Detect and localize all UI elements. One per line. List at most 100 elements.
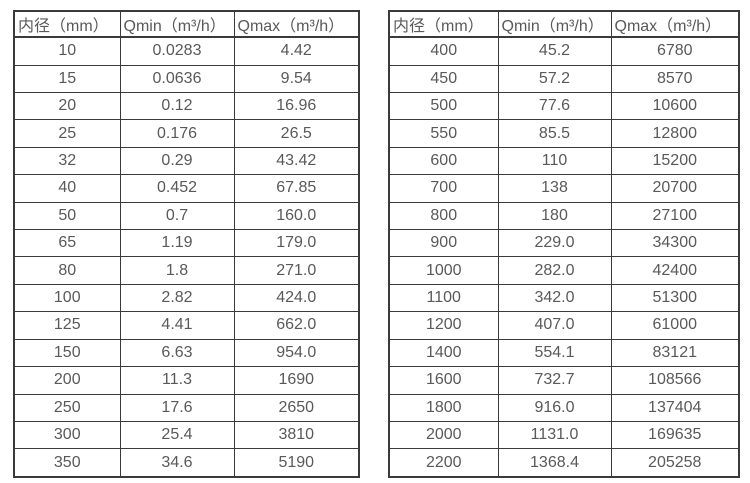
header-inner-diameter: 内径（mm） bbox=[388, 10, 499, 38]
table-cell: 61000 bbox=[610, 311, 740, 340]
table-cell: 1690 bbox=[233, 366, 360, 395]
table-row: 250 17.6 2650 bbox=[13, 393, 360, 422]
table-row: 50 0.7 160.0 bbox=[13, 201, 360, 231]
table-cell: 4.41 bbox=[119, 311, 235, 340]
table-cell: 150 bbox=[13, 338, 121, 368]
table-row: 40 0.452 67.85 bbox=[13, 174, 360, 203]
table-cell: 3810 bbox=[233, 420, 360, 450]
table-row: 20 0.12 16.96 bbox=[13, 92, 360, 121]
table-cell: 34300 bbox=[610, 229, 740, 258]
table-cell: 916.0 bbox=[497, 393, 612, 422]
table-row: 700 138 20700 bbox=[388, 174, 740, 203]
table-cell: 229.0 bbox=[497, 229, 612, 258]
table-cell: 900 bbox=[388, 229, 499, 258]
table-cell: 160.0 bbox=[233, 201, 360, 231]
table-cell: 0.12 bbox=[119, 92, 235, 121]
table-cell: 125 bbox=[13, 311, 121, 340]
table-cell: 6780 bbox=[610, 36, 740, 66]
table-row: 550 85.5 12800 bbox=[388, 119, 740, 148]
table-cell: 1000 bbox=[388, 256, 499, 285]
table-cell: 50 bbox=[13, 201, 121, 231]
table-cell: 5190 bbox=[233, 448, 360, 478]
header-qmin: Qmin（m³/h） bbox=[119, 10, 235, 38]
table-row: 125 4.41 662.0 bbox=[13, 311, 360, 340]
table-cell: 2.82 bbox=[119, 283, 235, 313]
table-cell: 67.85 bbox=[233, 174, 360, 203]
table-cell: 9.54 bbox=[233, 64, 360, 94]
table-cell: 12800 bbox=[610, 119, 740, 148]
table-row: 400 45.2 6780 bbox=[388, 36, 740, 66]
table-cell: 169635 bbox=[610, 420, 740, 450]
table-cell: 20700 bbox=[610, 174, 740, 203]
table-cell: 20 bbox=[13, 92, 121, 121]
table-row: 100 2.82 424.0 bbox=[13, 283, 360, 313]
table-cell: 11.3 bbox=[119, 366, 235, 395]
table-cell: 450 bbox=[388, 64, 499, 94]
table-cell: 1.8 bbox=[119, 256, 235, 285]
table-cell: 16.96 bbox=[233, 92, 360, 121]
table-cell: 732.7 bbox=[497, 366, 612, 395]
table-row: 200 11.3 1690 bbox=[13, 366, 360, 395]
table-cell: 42400 bbox=[610, 256, 740, 285]
table-cell: 4.42 bbox=[233, 36, 360, 66]
table-cell: 0.29 bbox=[119, 146, 235, 176]
table-cell: 400 bbox=[388, 36, 499, 66]
table-header-row: 内径（mm） Qmin（m³/h） Qmax（m³/h） bbox=[13, 10, 360, 38]
table-row: 32 0.29 43.42 bbox=[13, 146, 360, 176]
table-cell: 282.0 bbox=[497, 256, 612, 285]
table-cell: 1800 bbox=[388, 393, 499, 422]
table-cell: 271.0 bbox=[233, 256, 360, 285]
table-row: 1200 407.0 61000 bbox=[388, 311, 740, 340]
table-cell: 138 bbox=[497, 174, 612, 203]
table-cell: 15200 bbox=[610, 146, 740, 176]
table-cell: 83121 bbox=[610, 338, 740, 368]
table-cell: 65 bbox=[13, 229, 121, 258]
table-body: 10 0.0283 4.42 15 0.0636 9.54 20 0.12 16.96 25 0.1… bbox=[13, 36, 360, 478]
table-cell: 300 bbox=[13, 420, 121, 450]
table-cell: 110 bbox=[497, 146, 612, 176]
table-cell: 25 bbox=[13, 119, 121, 148]
header-qmin: Qmin（m³/h） bbox=[497, 10, 612, 38]
table-header-row: 内径（mm） Qmin（m³/h） Qmax（m³/h） bbox=[388, 10, 740, 38]
table-row: 1600 732.7 108566 bbox=[388, 366, 740, 395]
table-cell: 350 bbox=[13, 448, 121, 478]
table-cell: 2000 bbox=[388, 420, 499, 450]
table-cell: 200 bbox=[13, 366, 121, 395]
table-row: 80 1.8 271.0 bbox=[13, 256, 360, 285]
table-cell: 27100 bbox=[610, 201, 740, 231]
table-row: 25 0.176 26.5 bbox=[13, 119, 360, 148]
flow-table-large-diameters: 内径（mm） Qmin（m³/h） Qmax（m³/h） 400 45.2 6780… bbox=[388, 10, 740, 478]
table-cell: 40 bbox=[13, 174, 121, 203]
table-row: 2000 1131.0 169635 bbox=[388, 420, 740, 450]
table-cell: 1200 bbox=[388, 311, 499, 340]
table-cell: 26.5 bbox=[233, 119, 360, 148]
table-cell: 500 bbox=[388, 92, 499, 121]
table-cell: 700 bbox=[388, 174, 499, 203]
table-cell: 407.0 bbox=[497, 311, 612, 340]
table-row: 600 110 15200 bbox=[388, 146, 740, 176]
table-cell: 6.63 bbox=[119, 338, 235, 368]
table-row: 1000 282.0 42400 bbox=[388, 256, 740, 285]
table-cell: 1400 bbox=[388, 338, 499, 368]
header-qmax: Qmax（m³/h） bbox=[233, 10, 360, 38]
table-cell: 554.1 bbox=[497, 338, 612, 368]
table-cell: 550 bbox=[388, 119, 499, 148]
table-cell: 43.42 bbox=[233, 146, 360, 176]
table-row: 1800 916.0 137404 bbox=[388, 393, 740, 422]
header-inner-diameter: 内径（mm） bbox=[13, 10, 121, 38]
table-cell: 800 bbox=[388, 201, 499, 231]
table-cell: 1131.0 bbox=[497, 420, 612, 450]
table-row: 300 25.4 3810 bbox=[13, 420, 360, 450]
table-row: 65 1.19 179.0 bbox=[13, 229, 360, 258]
table-cell: 17.6 bbox=[119, 393, 235, 422]
table-cell: 0.7 bbox=[119, 201, 235, 231]
table-row: 450 57.2 8570 bbox=[388, 64, 740, 94]
table-cell: 137404 bbox=[610, 393, 740, 422]
table-cell: 2200 bbox=[388, 448, 499, 478]
table-cell: 1368.4 bbox=[497, 448, 612, 478]
table-row: 500 77.6 10600 bbox=[388, 92, 740, 121]
table-body: 400 45.2 6780 450 57.2 8570 500 77.6 10600 550 85.… bbox=[388, 36, 740, 478]
table-cell: 8570 bbox=[610, 64, 740, 94]
table-row: 900 229.0 34300 bbox=[388, 229, 740, 258]
